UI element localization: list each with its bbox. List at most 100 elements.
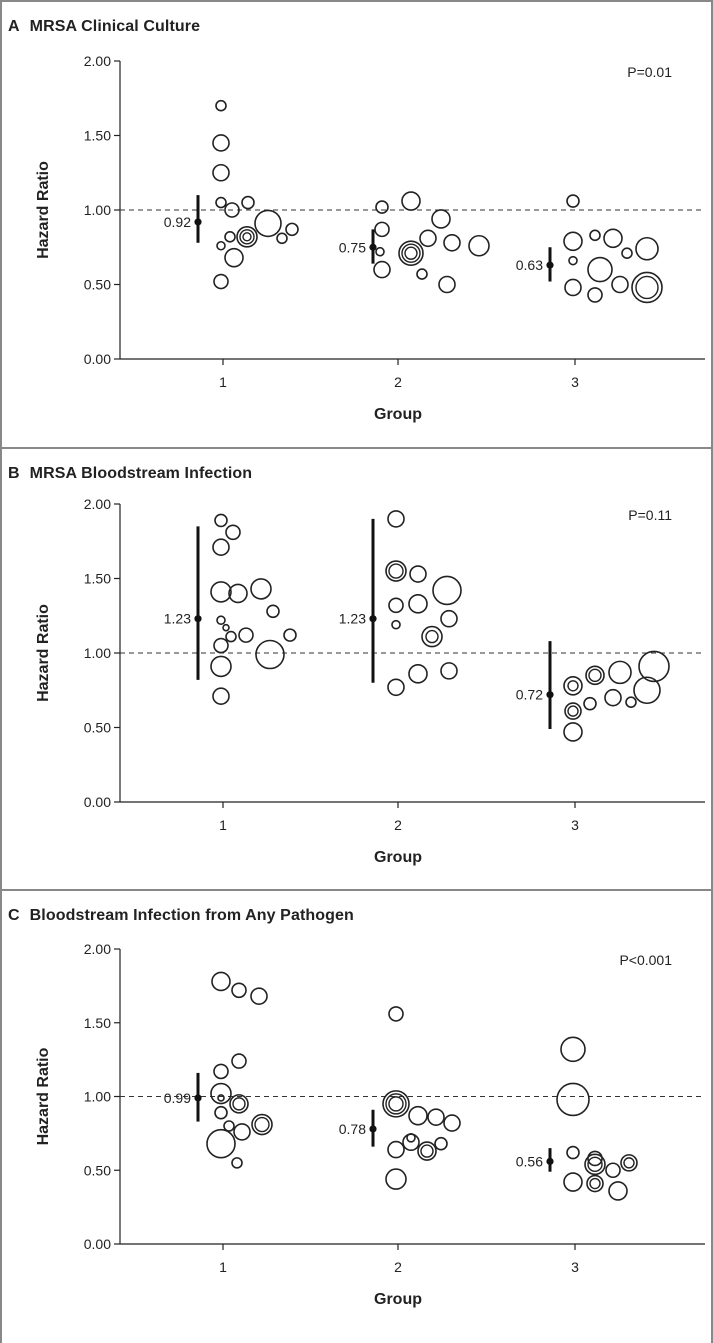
x-tick-label: 1 xyxy=(219,817,227,833)
study-bubble xyxy=(584,1153,606,1176)
study-bubble xyxy=(231,982,247,999)
x-tick-label: 2 xyxy=(394,817,402,833)
study-bubble xyxy=(408,1105,428,1126)
y-tick-label: 1.50 xyxy=(84,128,111,144)
study-bubble xyxy=(224,247,244,268)
x-tick-label: 1 xyxy=(219,1259,227,1275)
study-bubble xyxy=(620,1154,638,1172)
study-bubble xyxy=(589,229,601,242)
study-bubble xyxy=(231,1157,243,1169)
study-bubble xyxy=(566,194,580,208)
group-estimate-label: 0.78 xyxy=(339,1121,366,1137)
study-bubble xyxy=(633,676,661,705)
panel-mrsa-clinical-culture: A MRSA Clinical Culture 0.00 0.50 1.00 1.50… xyxy=(0,0,713,447)
study-bubble xyxy=(214,1105,228,1120)
study-bubble xyxy=(440,662,458,680)
study-bubble xyxy=(468,234,490,257)
x-tick-label: 3 xyxy=(571,374,579,390)
study-bubble-inner xyxy=(254,1116,270,1133)
study-bubble-inner xyxy=(232,1097,246,1111)
study-bubble-inner xyxy=(567,680,579,692)
group-estimate-label: 0.75 xyxy=(339,239,366,255)
y-tick-label: 0.00 xyxy=(84,351,111,367)
group-estimate-point xyxy=(546,1157,554,1165)
study-bubble xyxy=(568,255,578,266)
study-bubble xyxy=(210,581,232,603)
study-bubble xyxy=(236,226,258,248)
study-bubble xyxy=(212,134,230,152)
y-tick-label: 2.00 xyxy=(84,496,111,512)
study-bubble xyxy=(408,664,428,684)
x-tick-label: 1 xyxy=(219,374,227,390)
study-bubble xyxy=(432,575,462,606)
group-estimate-point xyxy=(194,1094,202,1102)
study-bubble xyxy=(443,1114,461,1132)
study-bubble xyxy=(206,1128,236,1159)
study-bubble xyxy=(213,273,229,290)
panel-mrsa-bloodstream-infection: B MRSA Bloodstream Infection 0.00 0.50 1.0… xyxy=(0,447,713,889)
study-bubble xyxy=(266,604,280,619)
study-bubble xyxy=(225,524,241,541)
y-tick-label: 0.00 xyxy=(84,1236,111,1252)
study-bubble xyxy=(210,1082,232,1105)
study-bubble xyxy=(229,1094,249,1114)
study-bubble xyxy=(285,222,299,237)
study-bubble xyxy=(254,209,282,238)
study-bubble-inner xyxy=(388,563,404,579)
group-estimate-point xyxy=(546,691,554,699)
y-axis-title: Hazard Ratio xyxy=(35,1047,52,1145)
panel-letter: C xyxy=(8,907,20,924)
study-bubble xyxy=(401,191,421,211)
study-bubble-inner xyxy=(567,705,579,717)
study-bubble xyxy=(212,163,230,182)
study-bubble xyxy=(402,1133,420,1152)
group-estimate-label: 0.72 xyxy=(516,687,543,703)
study-bubble xyxy=(391,619,401,630)
study-bubble-inner xyxy=(385,1093,407,1115)
group-estimate-point xyxy=(369,243,377,251)
panel-header: A MRSA Clinical Culture xyxy=(8,18,200,36)
study-bubble xyxy=(419,229,437,248)
study-bubble xyxy=(255,639,285,670)
y-tick-label: 0.50 xyxy=(84,277,111,293)
study-bubble xyxy=(212,687,230,706)
study-bubble-inner xyxy=(388,1096,404,1112)
study-bubble xyxy=(375,200,389,214)
panel-header: C Bloodstream Infection from Any Pathoge… xyxy=(8,907,354,925)
study-bubble xyxy=(216,615,226,626)
study-bubble xyxy=(387,1140,405,1159)
study-bubble xyxy=(587,1150,603,1167)
study-bubble xyxy=(374,221,390,238)
panel-title: Bloodstream Infection from Any Pathogen xyxy=(29,907,354,924)
panel-title: MRSA Bloodstream Infection xyxy=(29,465,253,482)
scatter-plot-b: 0.00 0.50 1.00 1.50 2.00 1 2 3 Group Hazard Ratio… xyxy=(35,496,705,866)
study-bubble-inner xyxy=(425,629,439,644)
study-bubble xyxy=(250,987,268,1005)
group-estimate-label: 0.92 xyxy=(164,214,191,230)
study-bubble xyxy=(214,513,228,528)
study-bubble xyxy=(231,1053,247,1069)
group-estimate-point xyxy=(369,1125,377,1133)
study-bubble xyxy=(563,231,583,252)
study-bubble xyxy=(283,628,297,642)
x-tick-label: 3 xyxy=(571,1259,579,1275)
study-bubble xyxy=(215,196,227,209)
scatter-plot-c: 0.00 0.50 1.00 1.50 2.00 1 2 3 Group Hazard Ratio… xyxy=(35,941,705,1308)
y-axis-title: Hazard Ratio xyxy=(35,161,52,259)
study-bubble xyxy=(409,565,427,583)
study-bubble-inner xyxy=(239,229,255,245)
study-bubble xyxy=(563,722,583,742)
study-bubble xyxy=(583,696,597,711)
study-bubble xyxy=(223,1120,235,1132)
study-bubble-inner xyxy=(401,243,421,263)
study-bubble xyxy=(585,665,605,686)
study-bubble xyxy=(388,597,404,614)
study-bubble xyxy=(611,275,629,294)
study-bubble xyxy=(440,609,458,628)
study-bubble-inner xyxy=(404,246,418,260)
study-bubble xyxy=(212,538,230,557)
study-bubble xyxy=(438,275,456,294)
study-bubble xyxy=(373,260,391,279)
study-bubble xyxy=(241,195,255,210)
study-bubble xyxy=(635,236,659,261)
